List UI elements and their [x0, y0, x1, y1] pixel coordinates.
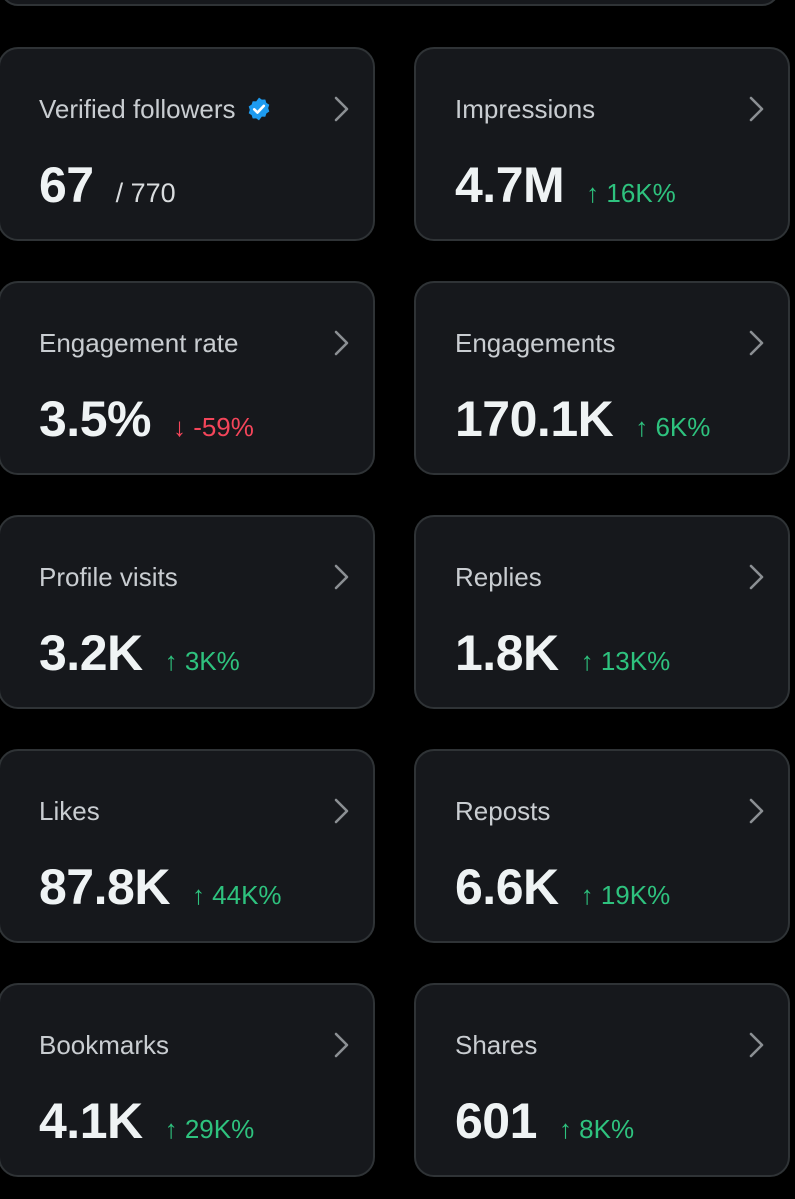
metric-value: 170.1K [455, 391, 614, 447]
metric-delta: ↑ 19K% [580, 880, 671, 910]
metric-delta: ↑ 13K% [580, 646, 671, 676]
chevron-right-icon [334, 96, 349, 122]
metric-delta: ↑ 3K% [164, 646, 240, 676]
metric-delta: ↑ 44K% [191, 880, 282, 910]
metric-total: / 770 [115, 178, 176, 208]
metric-value-row: 3.2K ↑ 3K% [39, 625, 240, 681]
metric-label: Profile visits [39, 562, 178, 592]
chevron-right-icon [334, 1032, 349, 1058]
chevron-right-icon [749, 564, 764, 590]
metric-value: 67 [39, 157, 94, 213]
metric-value-row: 4.1K ↑ 29K% [39, 1093, 254, 1149]
metric-card-shares[interactable]: Shares 601 ↑ 8K% [414, 983, 790, 1177]
metric-label: Impressions [455, 94, 596, 124]
chevron-right-icon [749, 330, 764, 356]
verified-badge-icon [248, 97, 269, 121]
metric-value-row: 67 / 770 [39, 157, 176, 213]
metric-label: Verified followers [39, 93, 272, 125]
metric-value-row: 170.1K ↑ 6K% [455, 391, 710, 447]
metric-value-row: 601 ↑ 8K% [455, 1093, 634, 1149]
metric-value-row: 6.6K ↑ 19K% [455, 859, 670, 915]
chevron-right-icon [334, 798, 349, 824]
metric-delta: ↓ -59% [172, 412, 254, 442]
metric-card-bookmarks[interactable]: Bookmarks 4.1K ↑ 29K% [0, 983, 375, 1177]
metric-card-engagements[interactable]: Engagements 170.1K ↑ 6K% [414, 281, 790, 475]
metric-value: 4.7M [455, 157, 565, 213]
metric-value: 601 [455, 1093, 537, 1149]
metric-value: 87.8K [39, 859, 170, 915]
metric-label: Engagements [455, 328, 616, 358]
metric-card-verified-followers[interactable]: Verified followers 67 / 770 [0, 47, 375, 241]
metric-value-row: 87.8K ↑ 44K% [39, 859, 282, 915]
metric-card-reposts[interactable]: Reposts 6.6K ↑ 19K% [414, 749, 790, 943]
metric-card-impressions[interactable]: Impressions 4.7M ↑ 16K% [414, 47, 790, 241]
metrics-grid: Verified followers 67 / 770 Impressions … [0, 47, 795, 1177]
metric-delta: ↑ 8K% [558, 1114, 635, 1144]
metric-card-likes[interactable]: Likes 87.8K ↑ 44K% [0, 749, 375, 943]
metric-label: Likes [39, 796, 100, 826]
metric-label: Shares [455, 1030, 538, 1060]
metric-card-engagement-rate[interactable]: Engagement rate 3.5% ↓ -59% [0, 281, 375, 475]
metric-value-row: 1.8K ↑ 13K% [455, 625, 670, 681]
metric-label: Engagement rate [39, 328, 239, 358]
metric-delta: ↑ 29K% [164, 1114, 255, 1144]
chevron-right-icon [749, 96, 764, 122]
chevron-right-icon [334, 330, 349, 356]
chevron-right-icon [749, 798, 764, 824]
metric-value-row: 3.5% ↓ -59% [39, 391, 254, 447]
chevron-right-icon [749, 1032, 764, 1058]
metric-card-replies[interactable]: Replies 1.8K ↑ 13K% [414, 515, 790, 709]
metric-value: 3.5% [39, 391, 151, 447]
metric-card-profile-visits[interactable]: Profile visits 3.2K ↑ 3K% [0, 515, 375, 709]
metric-label: Reposts [455, 796, 551, 826]
metric-label: Bookmarks [39, 1030, 170, 1060]
metric-value: 6.6K [455, 859, 559, 915]
metric-delta: ↑ 6K% [635, 412, 711, 442]
metric-label: Replies [455, 562, 542, 592]
metric-value: 3.2K [39, 625, 143, 681]
chevron-right-icon [334, 564, 349, 590]
metric-value-row: 4.7M ↑ 16K% [455, 157, 676, 213]
metric-delta: ↑ 16K% [586, 178, 676, 208]
metric-value: 4.1K [39, 1093, 143, 1149]
metric-label-text: Verified followers [39, 94, 236, 124]
metric-value: 1.8K [455, 625, 559, 681]
previous-card-edge [0, 0, 780, 6]
